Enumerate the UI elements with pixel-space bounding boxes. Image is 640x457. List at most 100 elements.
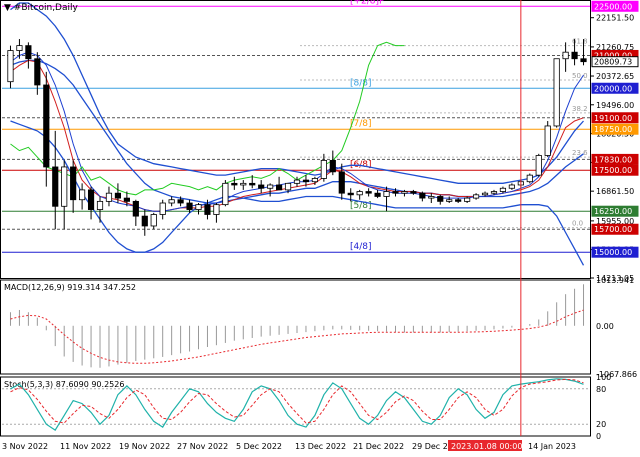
murrey-level-label: [4/8] xyxy=(350,242,372,252)
price-tick-label: 15955.00 xyxy=(596,217,634,226)
date-tick-label: 19 Nov 2022 xyxy=(119,442,170,451)
candle-body xyxy=(168,199,175,204)
candle-body xyxy=(293,179,301,184)
candle-body xyxy=(320,159,327,179)
price-label-text: 20000.00 xyxy=(594,84,632,93)
candle-body xyxy=(544,125,551,156)
candle-body xyxy=(374,192,381,197)
candle-body xyxy=(410,191,417,194)
candle-body xyxy=(419,192,426,199)
stoch-main-line xyxy=(10,378,584,431)
candle-body xyxy=(141,215,148,227)
candle-body xyxy=(61,166,68,207)
macd-tick-label: 0.00 xyxy=(596,322,614,331)
candle-body xyxy=(284,182,292,191)
price-label-text: 17500.00 xyxy=(594,166,632,175)
candle-body xyxy=(195,204,202,210)
price-label-text: 15000.00 xyxy=(594,248,632,257)
macd-signal-line xyxy=(10,309,584,364)
candle-body xyxy=(535,155,542,176)
main-panel-frame xyxy=(0,0,591,279)
date-tick-label: 13 Dec 2022 xyxy=(295,442,346,451)
date-tick-label: 5 Dec 2022 xyxy=(236,442,282,451)
candle-body xyxy=(267,184,274,189)
price-label-tag xyxy=(591,112,639,124)
candle-body xyxy=(338,171,345,194)
price-label-text: 17830.00 xyxy=(594,155,632,164)
candle-body xyxy=(114,192,122,199)
candle-body xyxy=(302,179,310,183)
candle-body xyxy=(481,192,489,196)
price-tick-label: 19496.00 xyxy=(596,101,634,110)
murrey-level-label: [8/8] xyxy=(350,78,372,88)
candle-body xyxy=(490,191,498,194)
candle-body xyxy=(553,58,560,127)
price-label-text: 16250.00 xyxy=(594,207,632,216)
candle-body xyxy=(43,84,50,168)
stoch-tick-label: 80 xyxy=(596,385,606,394)
price-label-tag xyxy=(591,205,639,217)
price-tick-label: 20372.65 xyxy=(596,72,634,81)
price-label-tag xyxy=(591,164,639,176)
candle-body xyxy=(580,58,587,63)
fibo-level-label: 23.6 xyxy=(572,149,588,157)
symbol-title-text: #Bitcoin,Daily xyxy=(13,3,78,13)
candle-body xyxy=(276,184,283,191)
candle-body xyxy=(356,191,363,196)
candle-body xyxy=(571,51,578,60)
date-tick-label: 3 Nov 2022 xyxy=(2,442,48,451)
stoch-tick-label: 20 xyxy=(596,420,606,429)
macd-title: MACD(12,26,9) 919.314 347.252 xyxy=(4,283,136,292)
symbol-title: ▼ #Bitcoin,Daily xyxy=(4,3,78,13)
murrey-level-label: [5/8] xyxy=(350,201,372,211)
menu-triangle-icon[interactable]: ▼ xyxy=(4,3,11,13)
price-tick-label: 14213.05 xyxy=(596,274,634,283)
candle-body xyxy=(105,192,113,202)
candle-body xyxy=(213,204,220,215)
price-label-tag xyxy=(591,82,639,94)
candle-body xyxy=(159,202,166,215)
stoch-tick-label: 0 xyxy=(596,432,601,441)
candle-body xyxy=(177,199,184,204)
price-label-text: 20809.73 xyxy=(594,58,632,67)
stoch-signal-line xyxy=(10,378,584,424)
date-tick-label: 21 Dec 2022 xyxy=(353,442,404,451)
candle-body xyxy=(258,184,265,189)
date-tick-label: 14 Jan 2023 xyxy=(528,442,576,451)
candle-body xyxy=(132,200,139,217)
candle-body xyxy=(7,50,14,83)
candle-body xyxy=(401,191,408,194)
bollinger-lower-line xyxy=(10,120,585,266)
candle-body xyxy=(204,204,211,215)
price-label-tag xyxy=(591,56,639,68)
stoch-title: Stoch(5,3,3) 87.6090 90.2526 xyxy=(4,380,124,389)
candle-body xyxy=(186,202,193,210)
candle-body xyxy=(464,197,471,202)
candle-body xyxy=(96,200,104,210)
bollinger-upper-line xyxy=(10,2,584,184)
stoch-panel-frame xyxy=(0,376,591,437)
macd-tick-label: 1013.941 xyxy=(596,276,634,285)
bollinger-middle-line xyxy=(10,59,584,204)
fibo-level-label: 0.0 xyxy=(572,220,583,228)
price-label-text: 21000.00 xyxy=(594,51,632,60)
candle-body xyxy=(437,196,444,202)
candle-body xyxy=(499,187,507,192)
candle-body xyxy=(392,191,399,194)
candle-body xyxy=(383,191,390,197)
candle-body xyxy=(16,45,23,51)
candle-body xyxy=(329,159,336,173)
price-tick-label: 22151.50 xyxy=(596,14,634,23)
candle-body xyxy=(79,189,86,201)
candle-body xyxy=(562,51,569,60)
murrey-level-label: [+2/8]P xyxy=(350,0,385,6)
price-label-tag xyxy=(591,223,639,235)
date-tick-label: 11 Nov 2022 xyxy=(60,442,111,451)
candle-body xyxy=(446,199,453,202)
candle-body xyxy=(87,189,95,210)
candle-body xyxy=(365,191,372,194)
macd-tick-label: -1067.866 xyxy=(596,370,637,379)
candle-body xyxy=(70,166,77,201)
fibo-level-label: 61.8 xyxy=(572,38,588,46)
